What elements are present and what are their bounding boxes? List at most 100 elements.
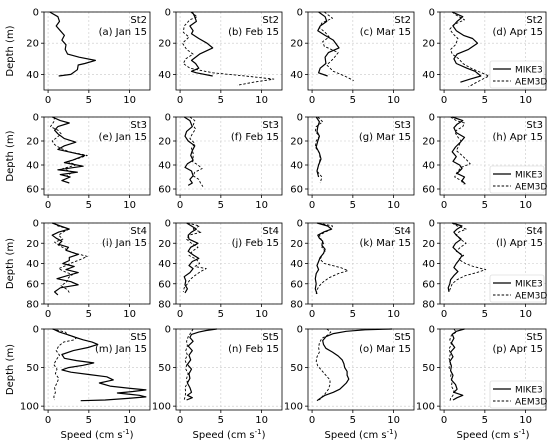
series-line-mike3 bbox=[52, 328, 147, 402]
panel-i: 0 5 10 0 20 40 60 80 St4(i) Jan 15 bbox=[26, 219, 151, 320]
y-tick-label: 20 bbox=[290, 239, 303, 250]
series-line-mike3 bbox=[314, 222, 333, 295]
legend-label-aem3d: AEM3D bbox=[515, 292, 547, 302]
x-tick-label: 10 bbox=[387, 200, 400, 211]
x-tick-label: 0 bbox=[177, 309, 183, 320]
series-line-aem3d bbox=[182, 222, 207, 292]
x-axis-label-superscript: -1 bbox=[255, 428, 262, 436]
panel-frame bbox=[439, 116, 547, 196]
y-tick-label: 0 bbox=[165, 113, 171, 124]
x-axis-label-end: ) bbox=[394, 430, 398, 441]
x-tick-label: 10 bbox=[255, 415, 268, 426]
legend-label-mike3: MIKE3 bbox=[515, 66, 543, 76]
series-line-mike3 bbox=[317, 11, 340, 77]
x-tick-label: 5 bbox=[482, 200, 488, 211]
y-tick-label: 0 bbox=[429, 8, 435, 19]
series-line-aem3d bbox=[52, 328, 78, 401]
station-label: St5 bbox=[130, 332, 147, 343]
y-tick-label: 40 bbox=[158, 70, 171, 81]
y-tick-label: 0 bbox=[165, 325, 171, 336]
panel-frame bbox=[43, 328, 151, 411]
station-label: St3 bbox=[130, 120, 147, 131]
panel-e: 0 5 10 0 20 40 60 St3(e) Jan 15 bbox=[26, 113, 151, 211]
station-label: St5 bbox=[526, 332, 543, 343]
y-axis-label: Depth (m) bbox=[5, 344, 16, 395]
panel-frame bbox=[175, 328, 283, 411]
y-tick-label: 80 bbox=[158, 300, 171, 311]
x-tick-label: 0 bbox=[441, 200, 447, 211]
legend-label-aem3d: AEM3D bbox=[515, 398, 547, 408]
x-tick-label: 5 bbox=[218, 95, 224, 106]
x-tick-label: 0 bbox=[177, 415, 183, 426]
y-axis-label: Depth (m) bbox=[5, 130, 16, 181]
y-tick-label: 40 bbox=[290, 70, 303, 81]
series-line-aem3d bbox=[315, 222, 349, 294]
series-line-aem3d bbox=[318, 11, 354, 82]
y-tick-label: 0 bbox=[33, 113, 39, 124]
x-tick-label: 0 bbox=[309, 309, 315, 320]
station-label: St4 bbox=[526, 226, 543, 237]
panel-d: 0 5 10 0 20 40 St2(d) Apr 15 MIKE3 AEM3D bbox=[422, 8, 547, 107]
y-tick-label: 40 bbox=[26, 161, 39, 172]
y-tick-label: 60 bbox=[158, 279, 171, 290]
y-tick-label: 40 bbox=[422, 259, 435, 270]
x-tick-label: 5 bbox=[482, 309, 488, 320]
y-tick-label: 80 bbox=[26, 300, 39, 311]
panel-frame bbox=[43, 116, 151, 196]
panel-frame bbox=[439, 11, 547, 91]
station-label: St2 bbox=[526, 15, 543, 26]
x-tick-label: 10 bbox=[255, 200, 268, 211]
x-tick-label: 10 bbox=[519, 200, 532, 211]
panel-a: 0 5 10 0 20 40 St2(a) Jan 15 bbox=[26, 8, 151, 106]
y-tick-label: 0 bbox=[429, 325, 435, 336]
panel-frame bbox=[43, 11, 151, 91]
series-line-mike3 bbox=[183, 222, 200, 294]
x-tick-label: 10 bbox=[255, 309, 268, 320]
x-tick-label: 5 bbox=[350, 95, 356, 106]
legend-label-mike3: MIKE3 bbox=[515, 171, 543, 181]
y-tick-label: 20 bbox=[290, 39, 303, 50]
series-line-mike3 bbox=[186, 328, 217, 401]
y-tick-label: 60 bbox=[26, 279, 39, 290]
panel-frame bbox=[307, 328, 415, 411]
y-tick-label: 40 bbox=[422, 70, 435, 81]
station-label: St4 bbox=[130, 226, 147, 237]
x-axis-label-end: ) bbox=[130, 430, 134, 441]
x-axis-label: Speed (cm s-1) bbox=[457, 428, 530, 441]
panel-label: (o) Mar 15 bbox=[359, 344, 411, 355]
series-line-mike3 bbox=[51, 116, 86, 184]
x-tick-label: 5 bbox=[86, 415, 92, 426]
panel-l: 0 5 10 0 20 40 60 80 St4(l) Apr 15 MIKE3 AEM3D bbox=[422, 219, 547, 321]
x-axis-label-superscript: -1 bbox=[387, 428, 394, 436]
x-tick-label: 10 bbox=[387, 415, 400, 426]
x-tick-label: 0 bbox=[441, 415, 447, 426]
x-axis-label: Speed (cm s-1) bbox=[325, 428, 398, 441]
panel-label: (j) Feb 15 bbox=[232, 238, 279, 249]
legend: MIKE3 AEM3D bbox=[489, 380, 547, 409]
y-tick-label: 20 bbox=[26, 239, 39, 250]
panel-label: (m) Jan 15 bbox=[95, 344, 147, 355]
x-axis-label-main: Speed (cm s bbox=[61, 430, 123, 441]
legend: MIKE3 AEM3D bbox=[489, 274, 547, 303]
y-tick-label: 0 bbox=[297, 8, 303, 19]
y-tick-label: 20 bbox=[158, 39, 171, 50]
station-label: St3 bbox=[526, 120, 543, 131]
station-label: St3 bbox=[262, 120, 279, 131]
x-tick-label: 0 bbox=[45, 309, 51, 320]
y-tick-label: 0 bbox=[297, 325, 303, 336]
y-tick-label: 50 bbox=[422, 363, 435, 374]
panel-label: (p) Apr 15 bbox=[492, 344, 543, 355]
y-tick-label: 100 bbox=[416, 402, 435, 413]
panel-h: 0 5 10 0 20 40 60 St3(h) Apr 15 MIKE3 AEM3D bbox=[422, 113, 547, 212]
panel-j: 0 5 10 0 20 40 60 80 St4(j) Feb 15 bbox=[158, 219, 283, 320]
x-tick-label: 10 bbox=[123, 95, 136, 106]
series-line-aem3d bbox=[183, 328, 194, 401]
y-tick-label: 0 bbox=[33, 8, 39, 19]
panel-f: 0 5 10 0 20 40 60 St3(f) Feb 15 bbox=[158, 113, 283, 211]
y-tick-label: 20 bbox=[26, 39, 39, 50]
y-tick-label: 0 bbox=[297, 113, 303, 124]
x-tick-label: 0 bbox=[441, 309, 447, 320]
x-axis-label: Speed (cm s-1) bbox=[193, 428, 266, 441]
panel-frame bbox=[175, 116, 283, 196]
